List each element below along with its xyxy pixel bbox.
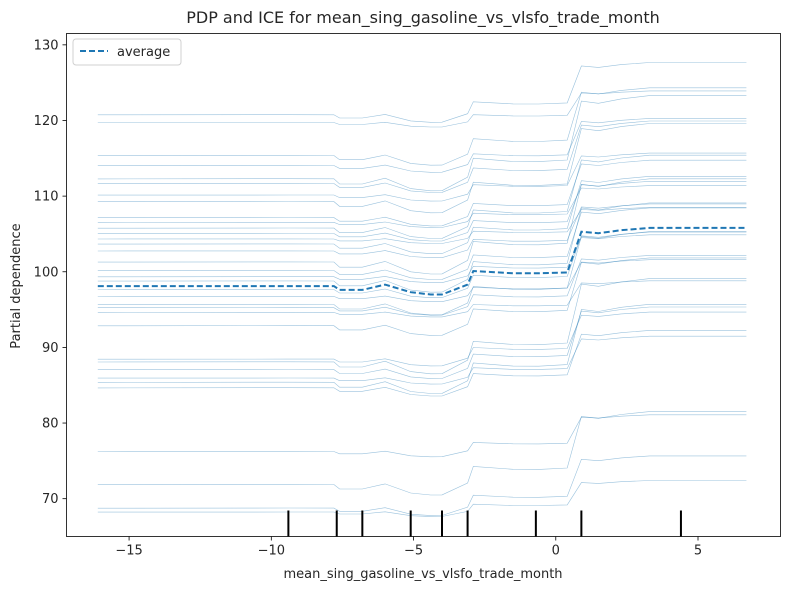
ice-line (97, 311, 747, 367)
ice-line (97, 95, 747, 192)
x-tick-label: 5 (694, 544, 702, 559)
ice-line (97, 480, 747, 517)
ice-line (97, 335, 747, 385)
ice-line (97, 411, 747, 496)
ice-line (97, 278, 747, 375)
y-tick-label: 120 (34, 114, 59, 129)
ice-line (97, 330, 747, 397)
chart-title: PDP and ICE for mean_sing_gasoline_vs_vl… (186, 8, 660, 28)
x-axis-ticks: −15 −10 −5 0 5 (115, 536, 702, 559)
legend: average (72, 38, 182, 66)
x-tick-label: −15 (115, 544, 142, 559)
average-line-group (97, 226, 747, 296)
legend-box (72, 38, 182, 66)
y-tick-label: 130 (34, 38, 59, 53)
ice-line (97, 123, 747, 214)
ice-line (97, 62, 747, 123)
ice-line (97, 90, 747, 128)
y-axis-ticks: 70 80 90 100 110 120 130 (34, 38, 67, 507)
rug-marks (287, 510, 682, 537)
ice-line (97, 231, 747, 316)
ice-line (97, 306, 747, 379)
y-tick-label: 110 (34, 190, 59, 205)
ice-line (97, 257, 747, 336)
ice-line (97, 185, 747, 228)
x-tick-label: −10 (258, 544, 285, 559)
ice-line (97, 207, 747, 244)
ice-line (97, 455, 747, 516)
legend-average-label: average (117, 45, 170, 60)
ice-line (97, 176, 747, 255)
x-axis-label: mean_sing_gasoline_vs_vlsfo_trade_month (283, 567, 562, 582)
ice-line (97, 154, 747, 239)
ice-line (97, 120, 747, 193)
ice-line (97, 231, 747, 299)
ice-line (97, 178, 747, 275)
ice-line (97, 181, 747, 242)
ice-line (97, 255, 747, 316)
ice-line (97, 280, 747, 318)
ice-line (97, 234, 747, 284)
ice-line (97, 87, 747, 166)
plot-frame (66, 33, 781, 537)
y-tick-label: 100 (34, 265, 59, 280)
x-tick-label: 0 (552, 544, 560, 559)
ice-line (97, 203, 747, 259)
ice-line (97, 202, 747, 293)
ice-line (97, 259, 747, 303)
y-axis-label: Partial dependence (9, 223, 24, 348)
ice-line (97, 207, 747, 280)
x-tick-label: −5 (404, 544, 423, 559)
ice-line (97, 303, 747, 394)
average-line (97, 226, 747, 296)
ice-line (97, 152, 747, 202)
y-tick-label: 90 (42, 341, 59, 356)
y-tick-label: 80 (42, 417, 59, 432)
y-tick-label: 70 (42, 492, 59, 507)
ice-line (97, 159, 747, 227)
ice-lines (97, 62, 747, 517)
ice-line (97, 414, 747, 458)
ice-line (97, 118, 747, 173)
